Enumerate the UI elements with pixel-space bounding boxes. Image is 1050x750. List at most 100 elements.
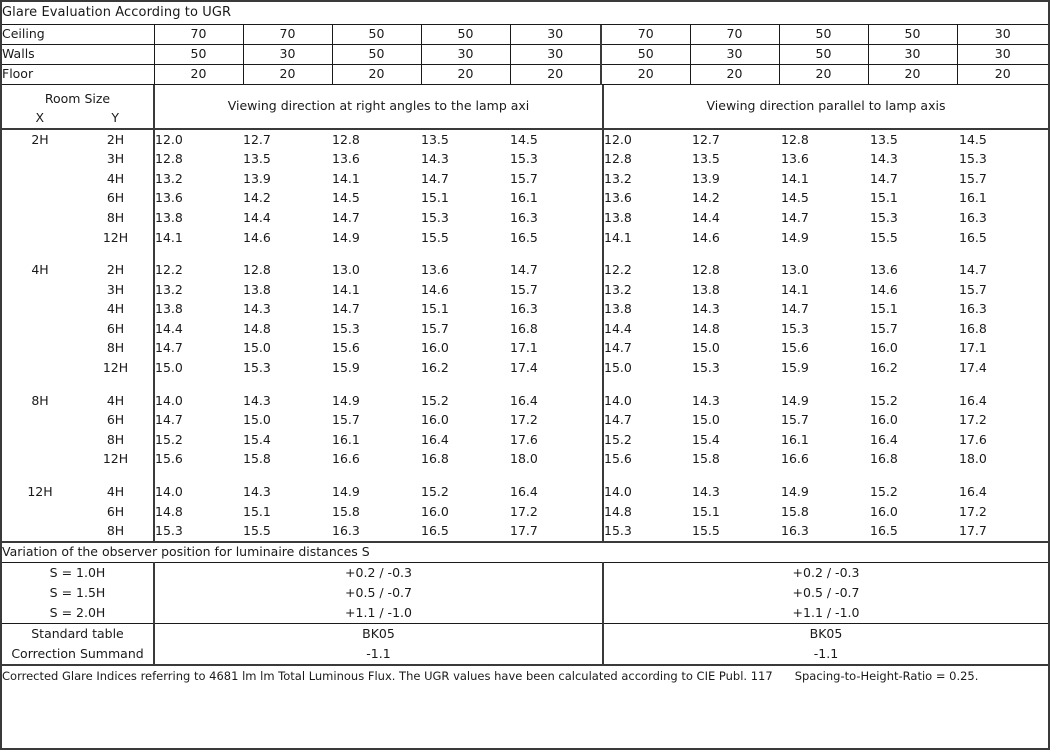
spacer-cell — [603, 470, 692, 483]
walls-value-6: 50 — [601, 44, 691, 65]
ugr-value: 15.3 — [421, 209, 449, 225]
ugr-value: 12.8 — [243, 262, 271, 278]
table-row: 4H 13.2 13.9 14.1 14.7 15.7 13.2 13.9 14… — [2, 169, 1048, 189]
ugr-value: 15.1 — [870, 190, 898, 206]
ugr-value: 17.2 — [959, 412, 987, 428]
spacer-cell — [870, 378, 959, 391]
ugr-value: 15.5 — [243, 523, 271, 539]
spacer-cell — [243, 248, 332, 261]
ugr-value: 16.2 — [421, 360, 449, 376]
ugr-value: 13.0 — [332, 262, 360, 278]
ugr-value: 14.4 — [243, 209, 271, 225]
floor-value-8: 20 — [779, 64, 869, 85]
block-spacer — [2, 469, 1048, 483]
row-x-label — [2, 300, 78, 320]
ugr-value: 16.1 — [781, 431, 809, 447]
ugr-value: 15.8 — [332, 503, 360, 519]
ugr-value: 15.7 — [510, 169, 604, 189]
spacer-cell — [959, 378, 1048, 391]
spacer-cell — [243, 378, 332, 391]
table-row: 6H 14.8 15.1 15.8 16.0 17.2 14.8 15.1 15… — [2, 502, 1048, 522]
standard-table-right: BK05 — [809, 626, 843, 642]
observer-variation-table: Variation of the observer position for l… — [2, 541, 1048, 666]
spacer-cell — [421, 248, 510, 261]
spacer-cell — [510, 247, 604, 261]
ugr-value: 13.0 — [781, 262, 809, 278]
row-x-label — [2, 189, 78, 209]
ugr-value: 15.3 — [781, 320, 809, 336]
row-y-label: 3H — [78, 280, 155, 300]
ceiling-value-1: 70 — [154, 24, 244, 45]
ceiling-value-9: 50 — [868, 24, 958, 45]
spacer-cell — [332, 470, 421, 483]
ugr-value: 14.5 — [332, 190, 360, 206]
walls-value-5: 30 — [510, 44, 602, 65]
ugr-value: 15.6 — [781, 340, 809, 356]
ugr-value: 15.2 — [604, 431, 632, 447]
block-spacer — [2, 247, 1048, 261]
ugr-value: 16.2 — [870, 360, 898, 376]
spacer-cell — [243, 470, 332, 483]
ugr-value: 16.8 — [870, 451, 898, 467]
ugr-value: 14.7 — [332, 301, 360, 317]
observer-variation-right: +0.2 / -0.3 — [792, 564, 860, 580]
ceiling-value-3: 50 — [332, 24, 422, 45]
row-y-label: 12H — [78, 449, 155, 470]
table-row: 8H 4H 14.0 14.3 14.9 15.2 16.4 14.0 14.3… — [2, 391, 1048, 411]
room-size-axes: X Y — [2, 105, 153, 125]
table-row: 3H 12.8 13.5 13.6 14.3 15.3 12.8 13.5 13… — [2, 149, 1048, 170]
ugr-value: 14.7 — [781, 209, 809, 225]
row-y-label: 8H — [78, 338, 155, 359]
floor-value-5: 20 — [510, 64, 602, 85]
ugr-value: 16.5 — [959, 229, 987, 245]
correction-summand-right: -1.1 — [813, 645, 839, 661]
spacer-cell — [421, 378, 510, 391]
ugr-value: 17.2 — [510, 410, 604, 431]
ugr-value: 13.8 — [604, 209, 632, 225]
spacer-cell — [78, 469, 155, 483]
spacer-cell — [781, 248, 870, 261]
ugr-value: 12.0 — [604, 131, 632, 147]
ugr-value: 16.4 — [870, 431, 898, 447]
row-x-label — [2, 150, 78, 170]
ugr-value: 14.0 — [604, 484, 632, 500]
ugr-value: 15.7 — [870, 320, 898, 336]
row-x-label: 2H — [31, 131, 49, 147]
ugr-value: 17.4 — [510, 358, 604, 379]
table-row: 4H 13.8 14.3 14.7 15.1 16.3 13.8 14.3 14… — [2, 299, 1048, 320]
row-x-label — [2, 280, 78, 300]
ugr-value: 17.2 — [959, 503, 987, 519]
ugr-value: 12.2 — [155, 262, 183, 278]
ugr-value: 15.7 — [421, 320, 449, 336]
ugr-value: 13.2 — [604, 281, 632, 297]
observer-variation-right: +0.5 / -0.7 — [792, 584, 860, 600]
ugr-value: 17.4 — [959, 360, 987, 376]
ugr-value: 15.7 — [332, 412, 360, 428]
reflectance-table: Ceiling 70 70 50 50 30 70 70 50 50 30 Wa… — [2, 24, 1048, 86]
spacer-cell — [781, 378, 870, 391]
ugr-value: 16.0 — [421, 412, 449, 428]
ugr-value: 14.5 — [781, 190, 809, 206]
section-header-table: Room Size X Y Viewing direction at right… — [2, 85, 1048, 130]
ugr-value: 14.3 — [243, 301, 271, 317]
ugr-value: 16.6 — [781, 451, 809, 467]
block-spacer — [2, 378, 1048, 392]
spacer-cell — [603, 248, 692, 261]
ugr-value: 14.4 — [155, 320, 183, 336]
ugr-value: 16.4 — [510, 482, 604, 503]
ugr-value: 16.5 — [510, 227, 604, 248]
spacer-cell — [959, 470, 1048, 483]
walls-value-8: 50 — [779, 44, 869, 65]
ugr-value: 14.9 — [781, 229, 809, 245]
ugr-value: 14.7 — [332, 209, 360, 225]
ugr-value: 13.6 — [870, 262, 898, 278]
spacer-cell — [510, 469, 604, 483]
walls-value-4: 30 — [421, 44, 511, 65]
ugr-value: 15.8 — [692, 451, 720, 467]
ugr-value: 14.4 — [604, 320, 632, 336]
title-row: Glare Evaluation According to UGR — [2, 2, 1048, 25]
ugr-value: 16.0 — [870, 503, 898, 519]
ugr-value: 17.6 — [959, 431, 987, 447]
ugr-value: 16.8 — [510, 319, 604, 339]
ugr-value: 14.9 — [781, 484, 809, 500]
